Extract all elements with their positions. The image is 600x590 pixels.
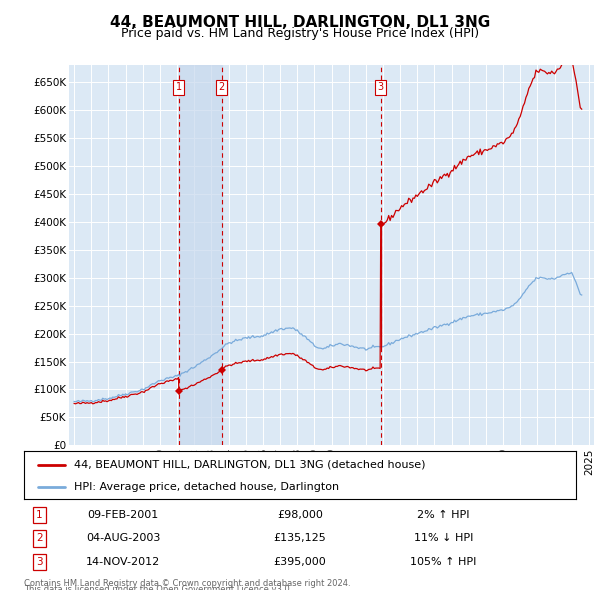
Text: 1: 1 xyxy=(36,510,43,520)
Text: 11% ↓ HPI: 11% ↓ HPI xyxy=(414,533,473,543)
Text: 2: 2 xyxy=(36,533,43,543)
Text: 44, BEAUMONT HILL, DARLINGTON, DL1 3NG (detached house): 44, BEAUMONT HILL, DARLINGTON, DL1 3NG (… xyxy=(74,460,425,470)
Text: £135,125: £135,125 xyxy=(274,533,326,543)
Text: This data is licensed under the Open Government Licence v3.0.: This data is licensed under the Open Gov… xyxy=(24,585,292,590)
Text: 44, BEAUMONT HILL, DARLINGTON, DL1 3NG: 44, BEAUMONT HILL, DARLINGTON, DL1 3NG xyxy=(110,15,490,30)
Text: £98,000: £98,000 xyxy=(277,510,323,520)
Text: HPI: Average price, detached house, Darlington: HPI: Average price, detached house, Darl… xyxy=(74,482,339,491)
Text: 2% ↑ HPI: 2% ↑ HPI xyxy=(417,510,470,520)
Text: £395,000: £395,000 xyxy=(274,557,326,567)
Text: 04-AUG-2003: 04-AUG-2003 xyxy=(86,533,161,543)
Text: 3: 3 xyxy=(36,557,43,567)
Text: Price paid vs. HM Land Registry's House Price Index (HPI): Price paid vs. HM Land Registry's House … xyxy=(121,27,479,40)
Text: 3: 3 xyxy=(377,82,384,92)
Text: 105% ↑ HPI: 105% ↑ HPI xyxy=(410,557,477,567)
Text: 1: 1 xyxy=(176,82,182,92)
Bar xyxy=(179,65,221,445)
Text: Contains HM Land Registry data © Crown copyright and database right 2024.: Contains HM Land Registry data © Crown c… xyxy=(24,579,350,588)
Text: 09-FEB-2001: 09-FEB-2001 xyxy=(88,510,159,520)
Text: 14-NOV-2012: 14-NOV-2012 xyxy=(86,557,160,567)
Text: 2: 2 xyxy=(218,82,224,92)
